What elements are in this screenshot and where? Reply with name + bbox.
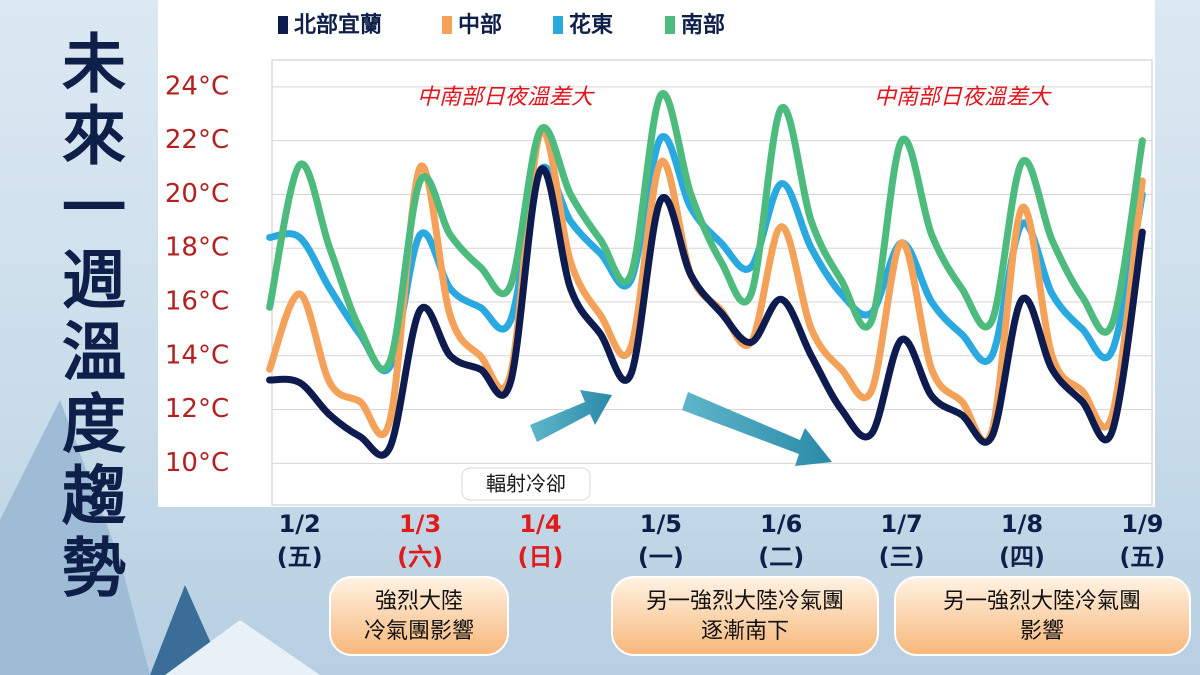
x-tick-label: 1/5 bbox=[640, 510, 682, 538]
note-text: 另一強烈大陸冷氣團 bbox=[646, 589, 844, 614]
annotation: 中南部日夜溫差大 bbox=[874, 85, 1052, 110]
legend-label: 中部 bbox=[458, 12, 502, 38]
page-title: 未來一週溫度趨勢 bbox=[51, 30, 125, 606]
note-text: 另一強烈大陸冷氣團 bbox=[943, 589, 1141, 614]
x-tick-sublabel: (二) bbox=[758, 543, 804, 571]
x-tick-sublabel: (一) bbox=[638, 543, 684, 571]
note-box bbox=[611, 576, 879, 656]
x-tick-label: 1/2 bbox=[279, 510, 321, 538]
y-tick-label: 16°C bbox=[165, 286, 229, 316]
note-text: 冷氣團影響 bbox=[364, 619, 474, 644]
plot-background bbox=[158, 0, 1155, 507]
x-tick-label: 1/6 bbox=[760, 510, 802, 538]
note-text: 強烈大陸 bbox=[375, 589, 463, 614]
note-box bbox=[894, 576, 1191, 656]
x-tick-sublabel: (四) bbox=[999, 543, 1045, 571]
y-tick-label: 24°C bbox=[165, 71, 229, 101]
x-tick-sublabel: (五) bbox=[277, 543, 323, 571]
note-box bbox=[329, 576, 509, 656]
house bbox=[165, 620, 320, 675]
legend-label: 北部宜蘭 bbox=[294, 12, 382, 38]
y-tick-label: 14°C bbox=[165, 340, 229, 370]
x-tick-label: 1/9 bbox=[1121, 510, 1163, 538]
x-tick-label: 1/7 bbox=[881, 510, 923, 538]
y-tick-label: 10°C bbox=[165, 448, 229, 478]
legend-label: 南部 bbox=[681, 12, 725, 38]
legend-marker bbox=[442, 16, 452, 34]
x-tick-sublabel: (五) bbox=[1119, 543, 1165, 571]
x-tick-label: 1/8 bbox=[1001, 510, 1043, 538]
legend-marker bbox=[665, 16, 675, 34]
legend-marker bbox=[278, 16, 288, 34]
arrow bbox=[530, 390, 612, 442]
legend-marker bbox=[553, 16, 563, 34]
series-line bbox=[266, 90, 1146, 373]
x-tick-label: 1/4 bbox=[519, 510, 561, 538]
x-tick-sublabel: (日) bbox=[517, 543, 563, 571]
series-line bbox=[266, 165, 1146, 459]
y-tick-label: 20°C bbox=[165, 179, 229, 209]
legend-label: 花東 bbox=[569, 12, 613, 38]
x-tick-label: 1/3 bbox=[399, 510, 441, 538]
note-text: 影響 bbox=[1020, 619, 1064, 644]
arrow bbox=[682, 392, 832, 466]
note-text: 逐漸南下 bbox=[701, 619, 789, 644]
x-tick-sublabel: (六) bbox=[397, 543, 443, 571]
annotation-box bbox=[461, 467, 591, 501]
y-tick-label: 12°C bbox=[165, 394, 229, 424]
annotation: 中南部日夜溫差大 bbox=[417, 85, 595, 110]
annotation: 輻射冷卻 bbox=[486, 472, 566, 496]
y-tick-label: 18°C bbox=[165, 233, 229, 263]
x-tick-sublabel: (三) bbox=[879, 543, 925, 571]
y-tick-label: 22°C bbox=[165, 125, 229, 155]
mountain bbox=[0, 400, 150, 675]
